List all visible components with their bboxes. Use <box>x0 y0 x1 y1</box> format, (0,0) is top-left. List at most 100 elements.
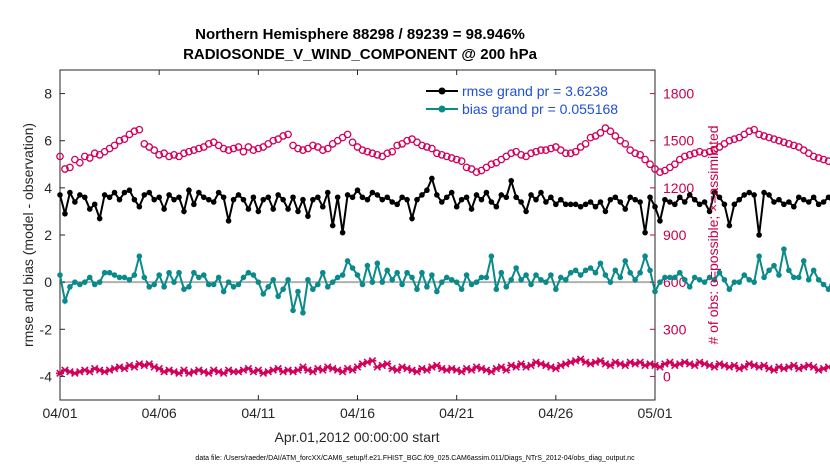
bias-point <box>483 274 490 281</box>
bias-point <box>473 279 480 285</box>
rmse-point <box>791 203 797 210</box>
obs-possible-point <box>66 163 74 172</box>
bias-point <box>642 253 648 260</box>
bias-point <box>716 269 723 276</box>
rmse-point <box>419 192 425 198</box>
rmse-point <box>592 203 599 210</box>
obs-possible-point <box>517 151 525 159</box>
bias-point <box>141 274 148 281</box>
bias-point <box>101 269 108 276</box>
obs-possible-point <box>730 135 739 143</box>
rmse-point <box>305 213 311 219</box>
rmse-point <box>72 199 78 205</box>
rmse-point <box>424 187 430 194</box>
obs-possible-point <box>115 136 124 145</box>
bias-point <box>404 269 410 276</box>
rmse-point <box>111 189 118 196</box>
obs-possible-point <box>532 147 540 156</box>
obs-possible-point <box>279 132 287 140</box>
bias-point <box>270 276 277 283</box>
rmse-point <box>171 196 177 203</box>
bias-point <box>805 276 812 283</box>
rmse-point <box>374 192 381 198</box>
bias-point <box>210 281 217 288</box>
x-tick-label: 04/16 <box>340 405 375 421</box>
bias-point <box>429 272 435 278</box>
bias-point <box>96 279 103 285</box>
obs-possible-point <box>75 158 84 167</box>
rmse-point <box>562 201 569 208</box>
obs-possible-point <box>606 127 615 136</box>
bias-point <box>711 276 718 283</box>
obs-possible-point <box>809 152 818 161</box>
obs-possible-point <box>725 136 734 145</box>
obs-possible-point <box>705 147 714 156</box>
bias-point <box>761 274 767 281</box>
bias-point <box>77 281 83 288</box>
bias-point <box>339 272 346 278</box>
bias-point <box>409 274 415 281</box>
bias-point <box>726 286 733 293</box>
bias-point <box>815 276 822 283</box>
obs-possible-point <box>428 144 436 153</box>
bias-point <box>800 258 807 264</box>
title-group: Northern Hemisphere 88298 / 89239 = 98.9… <box>183 26 538 63</box>
bias-point <box>349 265 356 271</box>
bias-point <box>106 269 113 276</box>
bias-point <box>468 281 475 288</box>
rmse-point <box>795 194 802 201</box>
rmse-point <box>508 177 515 184</box>
rmse-point <box>414 196 420 203</box>
obs-possible-point <box>150 146 159 154</box>
rmse-point <box>503 194 510 201</box>
obs-possible-point <box>527 149 535 158</box>
rmse-point <box>106 194 113 201</box>
bias-point <box>91 281 98 288</box>
legend: rmse grand pr = 3.6238 bias grand pr = 0… <box>426 83 618 117</box>
obs-possible-point <box>358 146 367 154</box>
rmse-point <box>369 189 376 196</box>
obs-possible-point <box>269 136 278 145</box>
bias-point <box>533 272 539 278</box>
bias-point <box>553 286 559 293</box>
rmse-point <box>86 206 93 212</box>
rmse-point <box>721 201 728 208</box>
obs-possible-point <box>180 149 188 158</box>
x-tick-label: 04/11 <box>241 405 275 421</box>
bias-point <box>791 274 797 281</box>
bias-point <box>305 276 311 283</box>
bias-point <box>215 274 222 281</box>
obs-possible-point <box>85 154 94 162</box>
obs-possible-point <box>383 149 392 158</box>
obs-assimilated-series <box>56 355 830 378</box>
rmse-point <box>528 192 534 198</box>
obs-possible-point <box>309 141 317 150</box>
rmse-point <box>731 201 738 208</box>
rmse-point <box>736 196 743 203</box>
bias-point <box>538 276 544 283</box>
obs-possible-point <box>323 144 332 153</box>
rmse-point <box>101 192 108 198</box>
x-tick-label: 05/01 <box>637 405 672 421</box>
bias-point <box>493 286 500 293</box>
y-tick-label-left: 6 <box>44 133 52 149</box>
obs-possible-point <box>755 130 763 139</box>
footer-data-file: data file: /Users/raeder/DAI/ATM_forcXX/… <box>195 455 635 462</box>
rmse-point <box>557 196 564 203</box>
rmse-point <box>473 192 480 198</box>
bias-point <box>612 267 619 274</box>
bias-point <box>72 279 78 285</box>
rmse-point <box>205 196 212 203</box>
obs-possible-point <box>611 132 620 140</box>
rmse-point <box>429 175 435 182</box>
bias-point <box>369 279 376 285</box>
obs-possible-point <box>229 144 238 153</box>
bias-point <box>617 274 624 281</box>
obs-possible-point <box>472 168 481 176</box>
bias-point <box>548 272 554 278</box>
rmse-point <box>151 196 158 203</box>
rmse-point <box>617 199 624 205</box>
rmse-point <box>324 189 331 196</box>
